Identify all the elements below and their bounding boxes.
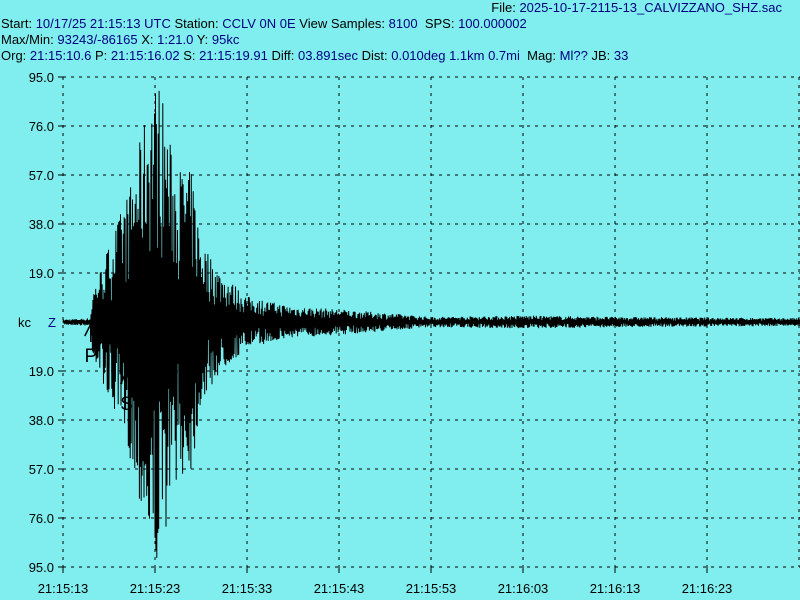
station-label: Station: (174, 16, 219, 31)
dist-label: Dist: (361, 48, 388, 63)
x-tick-label: 21:15:23 (130, 581, 181, 596)
y-tick-label: 38.0 (29, 413, 54, 428)
channel-label: Z (48, 315, 56, 330)
y-tick-label: 57.0 (29, 168, 54, 183)
start-label: Start: (1, 16, 33, 31)
p-value: 21:15:16.02 (110, 48, 180, 63)
y-scale-value: 95kc (211, 32, 240, 47)
x-tick-label: 21:15:33 (222, 581, 273, 596)
y-axis: 95.0 76.0 57.0 38.0 19.0 19.0 38.0 57.0 76.0 95.0 (29, 70, 63, 575)
y-tick-label: 76.0 (29, 511, 54, 526)
maxmin-line: Max/Min: 93243/-86165 X: 1:21.0 Y: 95kc (1, 32, 239, 48)
mag-label: Mag: (527, 48, 557, 63)
y-tick-label: 38.0 (29, 217, 54, 232)
x-scale-label: X: (141, 32, 154, 47)
origin-line: Org: 21:15:10.6 P: 21:15:16.02 S: 21:15:… (1, 48, 628, 64)
phase-label-s: S (120, 394, 133, 415)
file-label: File: (491, 0, 516, 15)
file-name: 2025-10-17-2115-13_CALVIZZANO_SHZ.sac (519, 0, 782, 15)
org-value: 21:15:10.6 (29, 48, 92, 63)
s-label: S: (183, 48, 196, 63)
jb-label: JB: (591, 48, 611, 63)
diff-value: 03.891sec (297, 48, 358, 63)
arrow-icon (119, 370, 134, 390)
jb-value: 33 (613, 48, 629, 63)
sps-value: 100.000002 (458, 16, 527, 31)
samples-label: View Samples: (299, 16, 386, 31)
station-value: CCLV 0N 0E (222, 16, 296, 31)
y-tick-label: 57.0 (29, 462, 54, 477)
y-tick-label: 95.0 (29, 70, 54, 85)
org-label: Org: (1, 48, 27, 63)
x-tick-label: 21:16:13 (590, 581, 641, 596)
y-scale-label: Y: (196, 32, 209, 47)
phase-label-p: P (84, 346, 97, 367)
file-line: File: 2025-10-17-2115-13_CALVIZZANO_SHZ.… (491, 0, 782, 16)
x-axis: 21:15:13 21:15:23 21:15:33 21:15:43 21:15:53… (38, 567, 733, 596)
x-tick-label: 21:15:53 (406, 581, 457, 596)
p-label: P: (95, 48, 108, 63)
start-line: Start: 10/17/25 21:15:13 UTC Station: CC… (1, 16, 527, 32)
y-tick-label: 76.0 (29, 119, 54, 134)
x-tick-label: 21:15:13 (38, 581, 89, 596)
dist-value: 0.010deg 1.1km 0.7mi (391, 48, 520, 63)
waveform-trace (62, 90, 800, 558)
samples-value: 8100 (388, 16, 418, 31)
y-tick-label: 19.0 (29, 266, 54, 281)
x-scale-value: 1:21.0 (157, 32, 194, 47)
y-tick-label: 19.0 (29, 364, 54, 379)
x-tick-label: 21:15:43 (314, 581, 365, 596)
mag-value: Ml?? (559, 48, 588, 63)
start-value: 10/17/25 21:15:13 UTC (35, 16, 171, 31)
x-tick-label: 21:16:03 (498, 581, 549, 596)
y-unit-label: kc (18, 315, 32, 330)
s-value: 21:15:19.91 (199, 48, 268, 63)
maxmin-value: 93243/-86165 (57, 32, 138, 47)
phase-markers: PS (84, 322, 134, 415)
sps-label: SPS: (424, 16, 455, 31)
y-tick-label: 95.0 (29, 560, 54, 575)
maxmin-label: Max/Min: (1, 32, 54, 47)
diff-label: Diff: (271, 48, 295, 63)
arrow-icon (84, 322, 98, 342)
x-tick-label: 21:16:23 (682, 581, 733, 596)
